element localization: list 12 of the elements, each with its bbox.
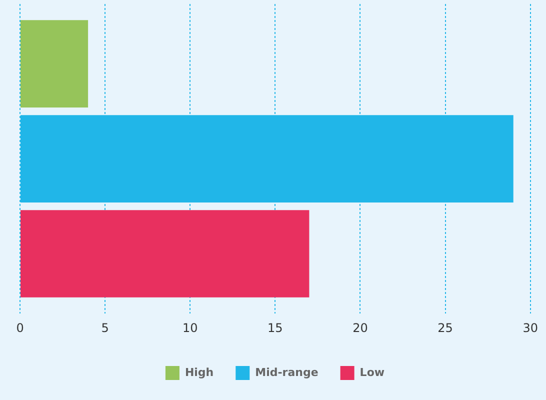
x-tick-label: 10 bbox=[182, 320, 198, 335]
x-tick-label: 25 bbox=[438, 320, 453, 335]
x-tick-label: 0 bbox=[16, 320, 24, 335]
x-tick-label: 30 bbox=[522, 320, 538, 335]
x-tick-label: 5 bbox=[101, 320, 109, 335]
legend-label: High bbox=[184, 366, 214, 379]
legend-label: Low bbox=[360, 366, 385, 379]
bar bbox=[20, 210, 310, 298]
legend-label: Mid-range bbox=[255, 366, 318, 379]
bar bbox=[20, 20, 88, 108]
x-tick-label: 15 bbox=[268, 320, 283, 335]
x-tick-label: 20 bbox=[352, 320, 368, 335]
